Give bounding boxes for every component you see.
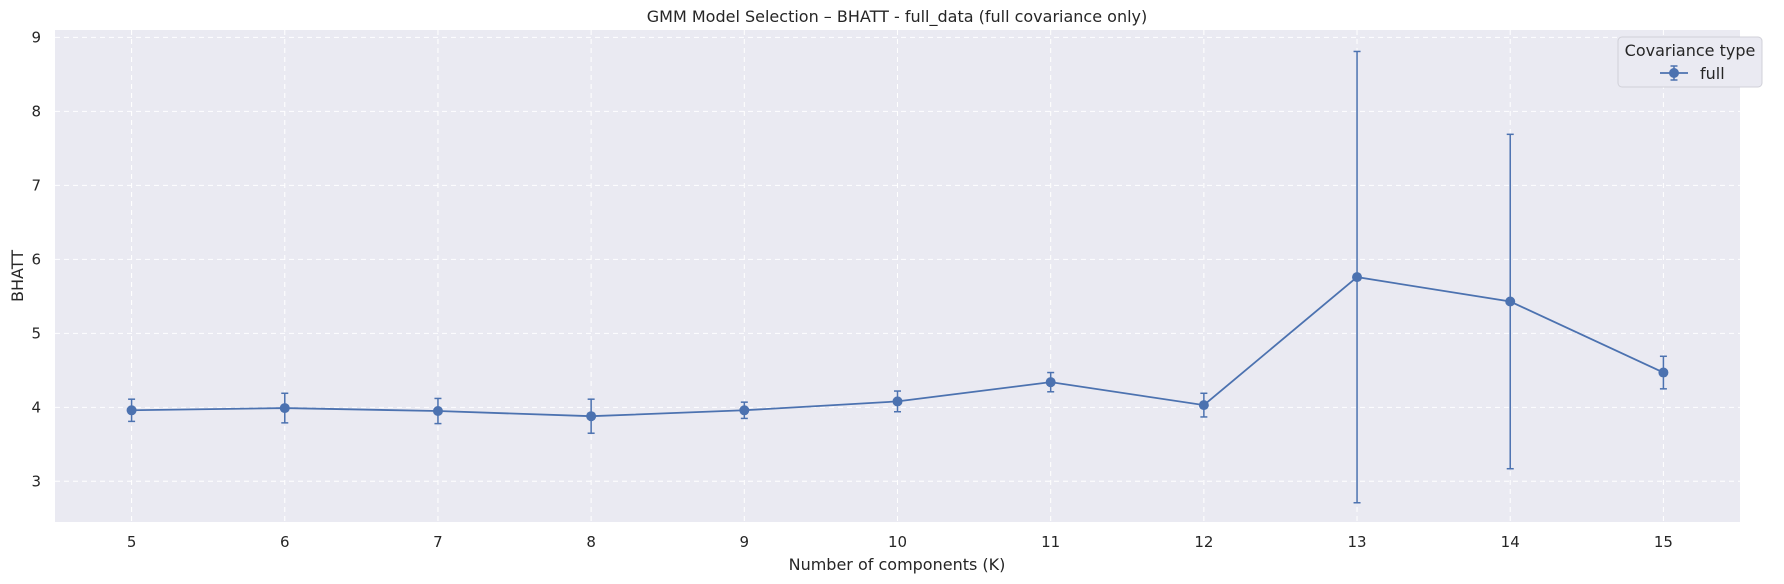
legend-title: Covariance type (1625, 41, 1756, 60)
legend: Covariance type full (1617, 36, 1763, 88)
legend-marker (1669, 68, 1679, 78)
y-tick-label: 5 (31, 324, 41, 342)
legend-box (1617, 36, 1763, 88)
y-axis-label: BHATT (8, 250, 27, 302)
y-tick-label: 4 (31, 398, 41, 416)
x-tick-label: 7 (433, 533, 443, 551)
x-tick-labels: 5 6 7 8 9 10 11 12 13 14 15 (127, 533, 1673, 551)
x-tick-label: 15 (1654, 533, 1673, 551)
x-tick-label: 14 (1501, 533, 1520, 551)
x-tick-label: 5 (127, 533, 137, 551)
data-point (1045, 377, 1056, 388)
data-point (432, 406, 443, 417)
data-points (126, 272, 1669, 422)
x-tick-label: 8 (586, 533, 596, 551)
data-point (1505, 296, 1516, 307)
x-tick-label: 6 (280, 533, 290, 551)
y-tick-label: 8 (31, 102, 41, 120)
y-tick-label: 3 (31, 472, 41, 490)
y-tick-label: 6 (31, 250, 41, 268)
grid (55, 30, 1740, 522)
data-point (892, 396, 903, 407)
y-tick-labels: 3 4 5 6 7 8 9 (31, 28, 41, 490)
legend-label-full: full (1700, 64, 1725, 83)
x-tick-label: 9 (740, 533, 750, 551)
chart-title: GMM Model Selection – BHATT - full_data … (647, 7, 1147, 27)
x-tick-label: 10 (888, 533, 907, 551)
data-point (1198, 400, 1209, 411)
data-point (126, 405, 137, 416)
data-point (586, 411, 597, 422)
data-point (1658, 367, 1669, 378)
y-tick-label: 7 (31, 176, 41, 194)
y-tick-label: 9 (31, 28, 41, 46)
data-point (279, 403, 290, 414)
data-point (1352, 272, 1363, 283)
x-tick-label: 11 (1041, 533, 1060, 551)
x-axis-label: Number of components (K) (789, 555, 1006, 574)
data-point (739, 405, 750, 416)
x-tick-label: 13 (1347, 533, 1366, 551)
x-tick-label: 12 (1194, 533, 1213, 551)
